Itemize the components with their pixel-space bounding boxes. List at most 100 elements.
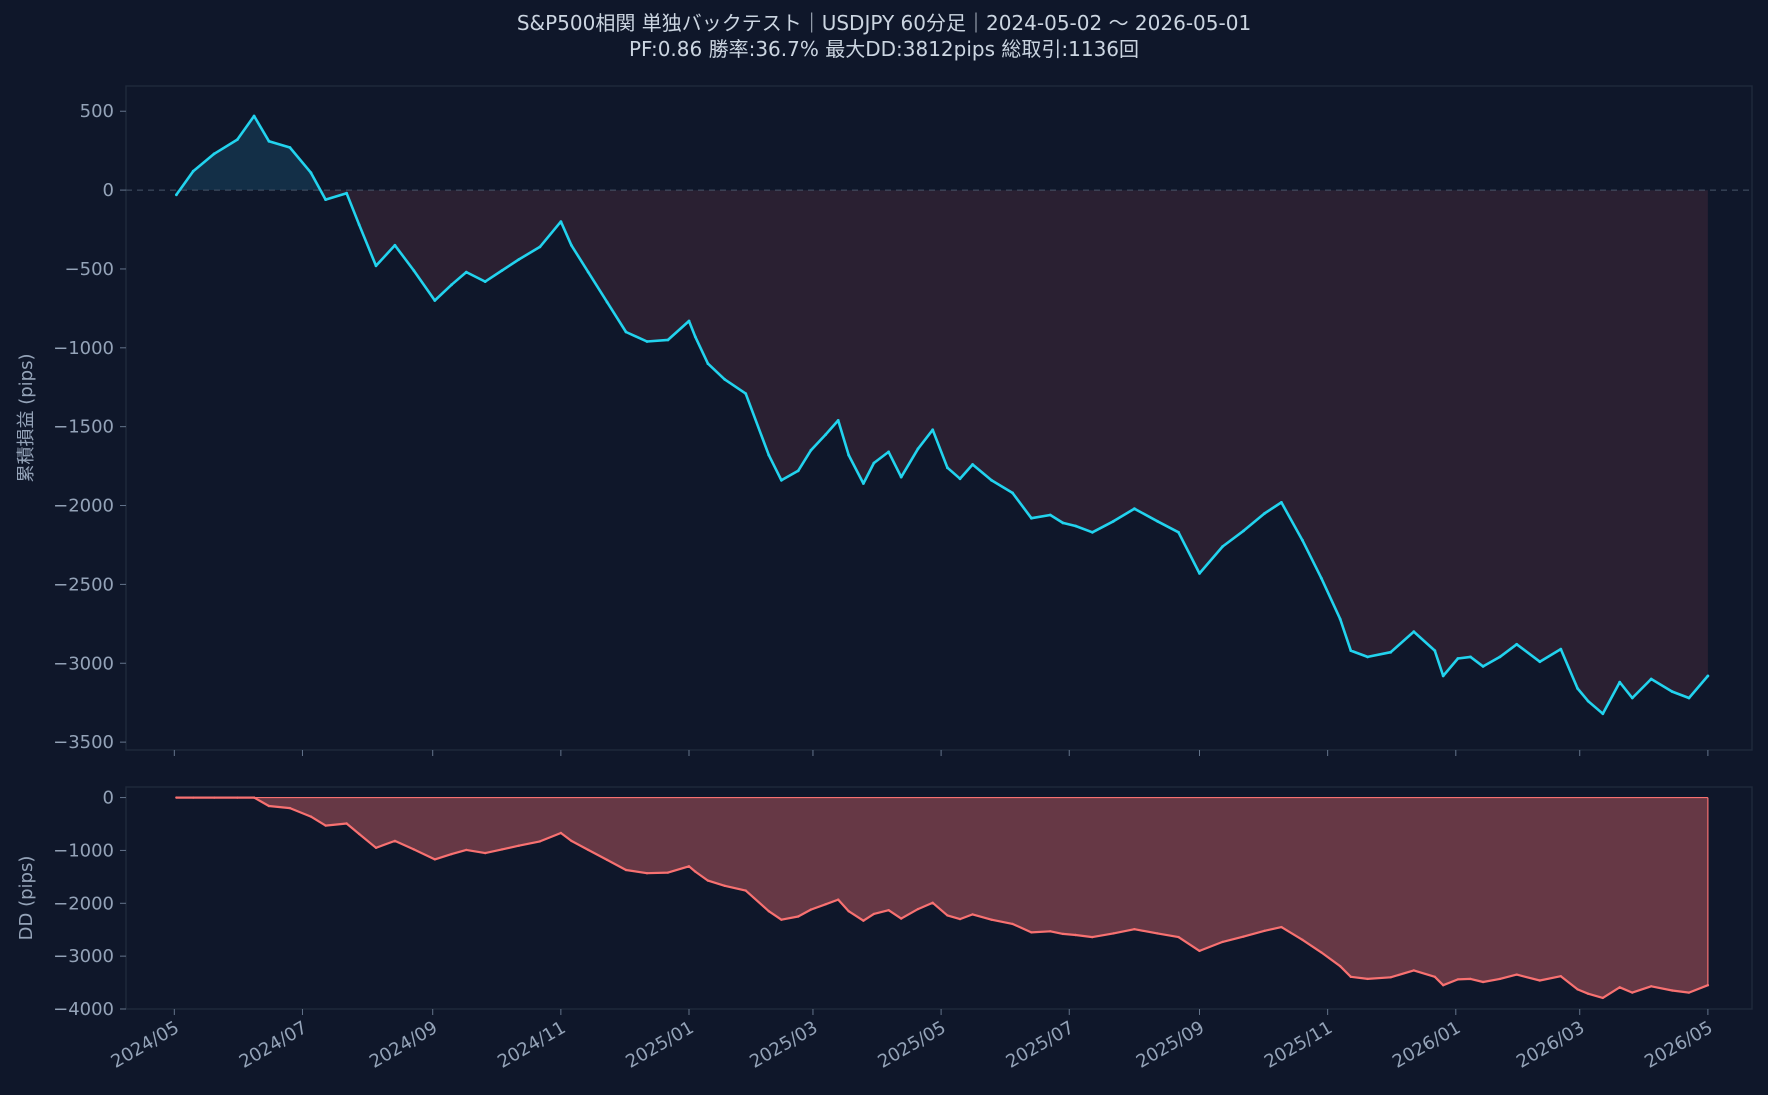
equity-y-axis-label: 累積損益 (pips) [16, 354, 37, 483]
xtick-label-10: 2026/01 [1389, 1017, 1464, 1073]
drawdown-point-32 [744, 889, 747, 892]
drawdown-ytick-label-3: −3000 [53, 946, 114, 967]
equity-point-8 [324, 198, 327, 202]
equity-point-74 [1456, 657, 1460, 660]
equity-ytick-label-7: −3000 [53, 653, 114, 674]
xtick-label-11: 2026/03 [1513, 1017, 1588, 1073]
drawdown-point-89 [1706, 984, 1710, 987]
equity-point-6 [288, 146, 292, 149]
equity-point-43 [899, 475, 903, 479]
equity-point-51 [1030, 516, 1033, 520]
equity-point-38 [836, 419, 840, 422]
equity-point-34 [780, 478, 783, 482]
drawdown-point-87 [1671, 989, 1674, 992]
xtick-label-7: 2025/07 [1002, 1017, 1077, 1073]
chart-subtitle: PF:0.86 勝率:36.7% 最大DD:3812pips 総取引:1136回 [628, 37, 1140, 61]
drawdown-point-43 [900, 917, 903, 920]
drawdown-point-17 [484, 851, 487, 855]
drawdown-point-76 [1481, 980, 1485, 984]
drawdown-point-60 [1198, 949, 1201, 953]
xtick-label-5: 2025/03 [746, 1017, 821, 1073]
equity-point-67 [1338, 617, 1342, 621]
equity-point-75 [1469, 655, 1472, 659]
drawdown-point-65 [1301, 938, 1304, 941]
equity-point-28 [687, 319, 691, 323]
equity-point-30 [706, 362, 710, 365]
drawdown-point-77 [1498, 977, 1502, 981]
equity-point-33 [767, 453, 771, 457]
equity-ytick-label-6: −2500 [53, 574, 114, 595]
drawdown-point-81 [1576, 988, 1579, 991]
equity-point-72 [1433, 649, 1437, 652]
equity-point-42 [887, 450, 890, 454]
equity-point-81 [1576, 687, 1579, 690]
drawdown-point-37 [824, 903, 827, 906]
equity-point-19 [517, 258, 521, 261]
equity-point-16 [464, 270, 468, 274]
equity-point-66 [1319, 576, 1323, 580]
drawdown-point-8 [324, 824, 327, 827]
chart-title: S&P500相関 単独バックテスト｜USDJPY 60分足｜2024-05-02… [516, 11, 1252, 35]
xtick-label-6: 2025/05 [874, 1017, 949, 1073]
drawdown-point-13 [412, 848, 415, 851]
equity-point-26 [645, 340, 649, 343]
drawdown-point-68 [1349, 975, 1353, 978]
equity-point-49 [990, 478, 993, 482]
equity-negative-area [176, 190, 1708, 714]
equity-point-65 [1301, 538, 1304, 542]
equity-point-39 [847, 453, 851, 457]
drawdown-point-51 [1030, 931, 1033, 934]
equity-point-55 [1091, 530, 1094, 534]
equity-point-71 [1412, 630, 1416, 634]
drawdown-point-53 [1061, 932, 1065, 936]
drawdown-point-54 [1074, 933, 1077, 937]
drawdown-point-71 [1412, 969, 1416, 972]
drawdown-point-38 [837, 898, 840, 901]
equity-point-70 [1389, 650, 1393, 654]
drawdown-point-88 [1687, 991, 1691, 994]
drawdown-point-22 [570, 839, 573, 843]
equity-point-48 [971, 463, 974, 466]
equity-point-83 [1601, 712, 1605, 716]
drawdown-point-78 [1515, 973, 1518, 976]
drawdown-point-10 [358, 832, 361, 836]
xtick-label-8: 2025/09 [1133, 1017, 1208, 1073]
equity-point-27 [666, 338, 670, 342]
equity-point-0 [175, 193, 178, 197]
equity-point-3 [235, 138, 239, 142]
equity-ytick-label-1: 0 [103, 180, 114, 201]
equity-point-80 [1559, 647, 1563, 651]
drawdown-point-57 [1133, 928, 1136, 931]
drawdown-point-66 [1320, 951, 1323, 954]
equity-point-64 [1280, 501, 1283, 504]
drawdown-point-29 [694, 870, 697, 873]
equity-ytick-label-2: −500 [65, 259, 114, 280]
drawdown-point-14 [433, 858, 436, 861]
drawdown-point-19 [517, 844, 520, 847]
drawdown-y-axis-label: DD (pips) [16, 856, 37, 941]
equity-point-62 [1242, 529, 1245, 533]
equity-ytick-label-4: −1500 [53, 417, 114, 438]
equity-point-13 [412, 269, 416, 272]
drawdown-point-34 [780, 918, 783, 921]
equity-point-57 [1133, 507, 1136, 511]
equity-point-88 [1687, 696, 1691, 700]
drawdown-point-18 [500, 848, 504, 851]
drawdown-point-3 [236, 796, 239, 799]
drawdown-point-27 [666, 871, 670, 874]
equity-point-77 [1498, 655, 1502, 659]
drawdown-panel-frame [125, 786, 1753, 1010]
drawdown-point-24 [605, 858, 609, 862]
equity-point-20 [538, 245, 542, 249]
equity-point-4 [252, 114, 256, 118]
xtick-label-3: 2024/11 [494, 1017, 569, 1073]
drawdown-point-86 [1650, 985, 1653, 988]
drawdown-point-64 [1280, 925, 1283, 929]
drawdown-point-58 [1156, 932, 1159, 935]
drawdown-point-48 [971, 913, 974, 916]
drawdown-point-28 [687, 865, 691, 868]
drawdown-point-69 [1366, 977, 1369, 981]
drawdown-point-41 [872, 912, 876, 916]
equity-point-82 [1586, 699, 1590, 703]
equity-point-84 [1618, 680, 1622, 684]
